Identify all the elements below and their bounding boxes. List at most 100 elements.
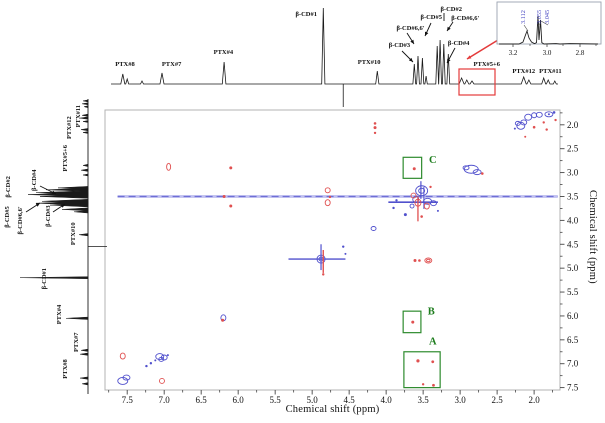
left-spectrum-peak — [19, 276, 89, 279]
green-boxes: C B A — [402, 155, 441, 389]
contour-ring — [462, 165, 470, 171]
contour-dot — [403, 213, 407, 217]
inset-spectrum-trace — [499, 15, 599, 45]
contour-ring — [159, 377, 165, 384]
top-peak-label: PTX#11 — [539, 68, 561, 75]
y-tick-label: 4.0 — [567, 215, 579, 225]
contour-ring — [514, 120, 521, 126]
top-1d-spectrum: PTX#8 PTX#7 PTX#4 β-CD#1 PTX#10 β-CD#3 β-CD#6,… — [111, 6, 562, 107]
annotation-arrowhead — [410, 39, 414, 44]
top-peak-label: β-CD#4 — [448, 40, 470, 47]
annotation-arrowhead — [425, 31, 429, 36]
contour-dot — [420, 215, 423, 218]
y-tick-label: 5.5 — [567, 287, 579, 297]
y-tick-label: 6.0 — [567, 311, 579, 321]
left-peak-label: PTX#8 — [62, 358, 69, 378]
contour-ring — [424, 257, 433, 264]
top-peak-label: PTX#8 — [115, 61, 135, 68]
contour-dot — [222, 194, 226, 198]
left-spectrum-peak — [80, 168, 89, 172]
contour-ring — [158, 356, 165, 362]
contour-dot — [513, 127, 516, 130]
y-tick-label: 7.0 — [567, 359, 579, 369]
left-spectrum-peak — [79, 116, 89, 120]
x-tick-label: 3.5 — [418, 395, 430, 405]
inset-frame — [496, 1, 602, 45]
left-spectrum-peak — [82, 173, 89, 177]
contour-ring — [423, 202, 430, 210]
contour-dot — [373, 126, 377, 130]
contour-dot — [421, 383, 425, 386]
x-tick-label: 5.5 — [270, 395, 282, 405]
contour-dot — [154, 359, 157, 362]
left-spectrum-peak — [79, 376, 89, 380]
x-tick-label: 3.0 — [454, 395, 466, 405]
contour-dot — [436, 209, 439, 212]
x-axis-title: Chemical shift (ppm) — [285, 404, 380, 415]
y-tick-label: 2.0 — [567, 120, 579, 130]
x-tick-label: 6.5 — [196, 395, 208, 405]
contour-ring — [418, 187, 426, 194]
left-spectrum-peak — [82, 163, 89, 167]
annotation-arrowhead — [447, 26, 451, 31]
contour-ring — [426, 258, 431, 263]
y-tick-label: 7.5 — [567, 383, 579, 393]
inset-leader-line — [537, 17, 540, 26]
left-spectrum-peak — [61, 207, 89, 212]
contour-dot — [412, 167, 416, 171]
top-spectrum-trace — [111, 7, 558, 85]
annotation-arrow — [466, 39, 499, 60]
contour-ring — [535, 111, 543, 118]
annotation-arrowhead — [51, 190, 56, 194]
left-spectrum-peak — [82, 131, 89, 134]
top-peak-label: PTX#7 — [162, 61, 182, 68]
contour-ring — [370, 226, 377, 231]
contour-ring — [324, 187, 331, 194]
contour-dot — [532, 125, 536, 129]
contour-ring — [409, 203, 415, 209]
contour-field — [117, 111, 558, 387]
top-peak-label: PTX#4 — [214, 49, 234, 56]
left-peak-label: PTX#4 — [56, 304, 63, 324]
contour-dot — [392, 206, 395, 210]
contour-dot — [395, 199, 398, 202]
contour-dot — [373, 131, 377, 135]
green-box-label-c: C — [429, 155, 437, 166]
left-spectrum-peak — [39, 194, 89, 199]
contour-dot — [166, 354, 169, 357]
contour-dot — [542, 121, 545, 124]
contour-dot — [149, 362, 153, 365]
left-peak-label: β-CD#3 — [45, 205, 52, 227]
contour-ring — [531, 112, 538, 119]
contour-ring — [155, 353, 165, 361]
contour-dot — [328, 195, 332, 199]
inset-tick-label: 3.0 — [543, 49, 552, 57]
left-peak-label: PTX#12 — [66, 116, 73, 139]
contour-dot — [432, 383, 435, 387]
left-peak-label: PTX#5+6 — [62, 144, 69, 171]
contour-dot — [373, 122, 377, 125]
left-peak-label: PTX#10 — [70, 222, 77, 245]
left-peak-label: β-CD#2 — [5, 176, 12, 197]
x-tick-label: 6.0 — [233, 395, 245, 405]
left-peak-label: β-CD#4 — [31, 169, 38, 191]
contour-dot — [413, 259, 417, 263]
contour-dot — [411, 320, 415, 324]
contour-ring — [524, 113, 533, 121]
left-spectrum-peak — [45, 188, 89, 192]
contour-ring — [122, 374, 131, 381]
left-spectrum-peak — [81, 102, 89, 106]
contour-ring — [324, 199, 331, 207]
left-peak-label: β-CD#1 — [41, 268, 48, 289]
top-peak-label: β-CD#6,6' — [396, 25, 424, 32]
red-highlight-box — [458, 68, 496, 96]
x-tick-label: 2.5 — [491, 395, 503, 405]
contour-ring — [520, 119, 528, 126]
inset-peak-label: 3.055 — [536, 10, 543, 24]
inset-leader-line — [523, 24, 529, 32]
left-spectrum-peak — [80, 348, 89, 352]
contour-ring — [119, 352, 126, 360]
